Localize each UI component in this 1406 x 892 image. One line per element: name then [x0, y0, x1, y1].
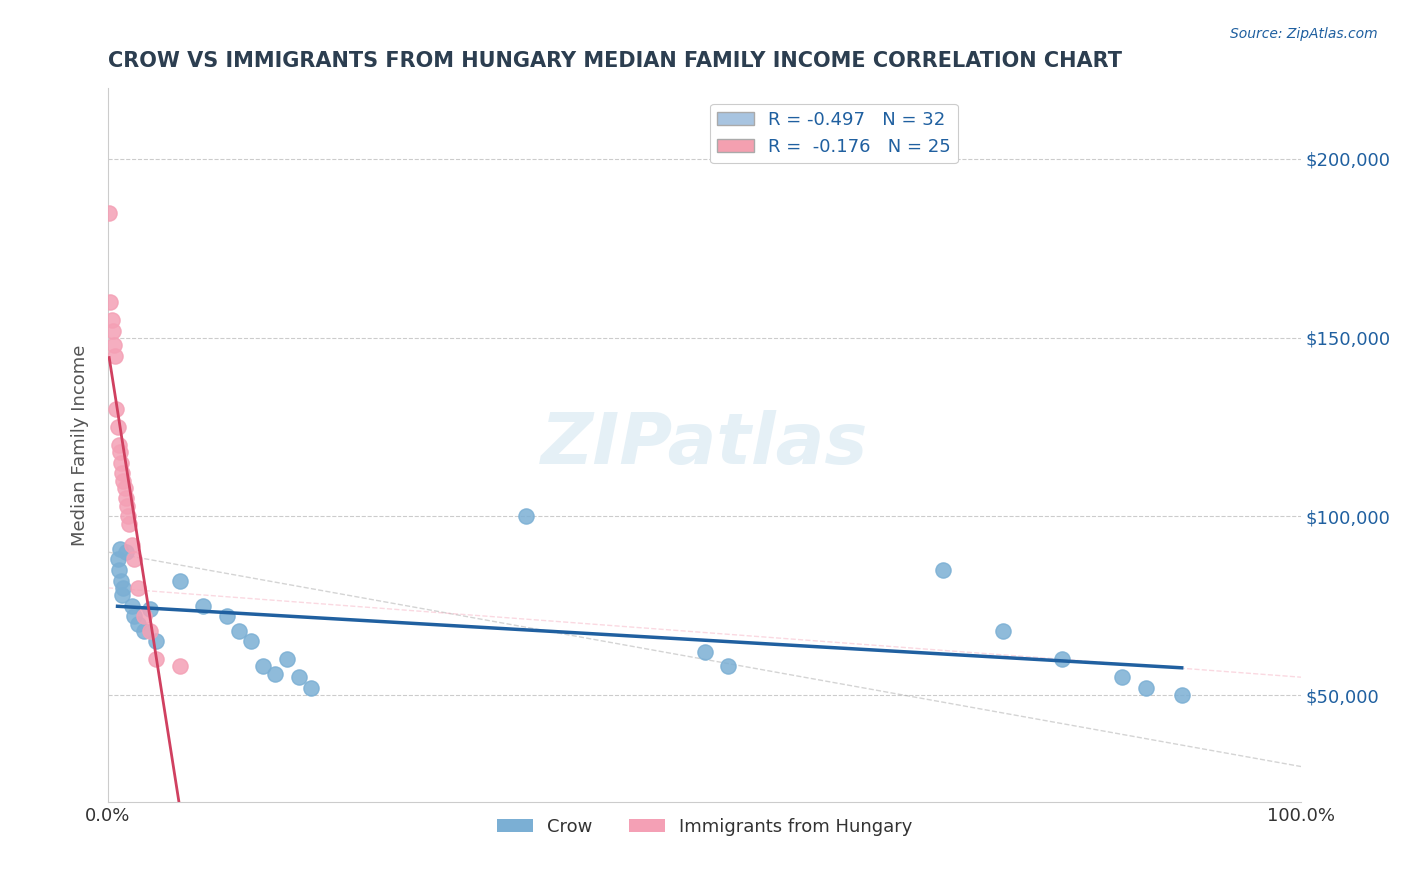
Point [1170, 688, 1192, 702]
Point [299, 681, 322, 695]
Point [115, 499, 138, 513]
Point [114, 481, 136, 495]
Point [115, 491, 138, 506]
Point [111, 588, 134, 602]
Point [139, 624, 162, 638]
Point [240, 634, 263, 648]
Point [110, 574, 132, 588]
Point [118, 516, 141, 531]
Point [693, 645, 716, 659]
Text: Source: ZipAtlas.com: Source: ZipAtlas.com [1230, 27, 1378, 41]
Point [145, 652, 167, 666]
Point [1111, 670, 1133, 684]
Point [98, 205, 121, 219]
Point [122, 552, 145, 566]
Point [127, 581, 149, 595]
Point [103, 338, 125, 352]
Point [1135, 681, 1157, 695]
Point [228, 624, 250, 638]
Point [717, 659, 740, 673]
Point [127, 616, 149, 631]
Legend: Crow, Immigrants from Hungary: Crow, Immigrants from Hungary [489, 811, 920, 843]
Point [1052, 652, 1074, 666]
Point [276, 652, 298, 666]
Point [132, 624, 155, 638]
Point [112, 474, 135, 488]
Point [115, 545, 138, 559]
Text: CROW VS IMMIGRANTS FROM HUNGARY MEDIAN FAMILY INCOME CORRELATION CHART: CROW VS IMMIGRANTS FROM HUNGARY MEDIAN F… [108, 51, 1122, 70]
Point [100, 294, 122, 309]
Point [288, 670, 311, 684]
Point [252, 659, 274, 673]
Point [117, 509, 139, 524]
Point [193, 599, 215, 613]
Point [169, 659, 191, 673]
Y-axis label: Median Family Income: Median Family Income [72, 344, 89, 546]
Point [107, 563, 129, 577]
Point [991, 624, 1014, 638]
Point [264, 666, 287, 681]
Point [932, 563, 955, 577]
Point [145, 634, 167, 648]
Point [108, 445, 131, 459]
Point [121, 538, 143, 552]
Point [121, 599, 143, 613]
Point [107, 552, 129, 566]
Point [107, 438, 129, 452]
Point [217, 609, 239, 624]
Point [105, 402, 128, 417]
Point [515, 509, 537, 524]
Point [110, 456, 132, 470]
Point [169, 574, 191, 588]
Point [112, 581, 135, 595]
Point [104, 349, 127, 363]
Point [108, 541, 131, 556]
Point [107, 420, 129, 434]
Point [132, 609, 155, 624]
Point [100, 313, 122, 327]
Point [139, 602, 162, 616]
Text: ZIPatlas: ZIPatlas [541, 410, 868, 479]
Point [122, 609, 145, 624]
Point [101, 324, 124, 338]
Point [111, 467, 134, 481]
